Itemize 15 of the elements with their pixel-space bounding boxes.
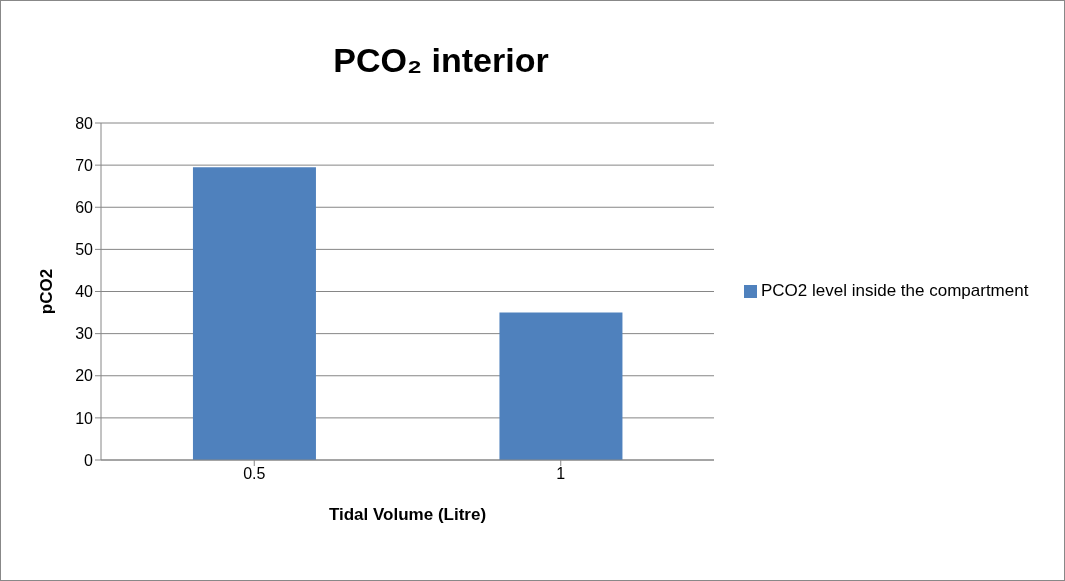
y-tick-label: 50	[75, 241, 94, 259]
chart-title: PCO₂ interior	[332, 41, 550, 80]
y-tick-label: 20	[75, 367, 94, 385]
legend-label: PCO2 level inside the compartment	[761, 280, 1029, 300]
y-tick-label: 80	[75, 114, 94, 132]
y-tick-label: 70	[75, 156, 94, 174]
y-tick-label: 10	[75, 409, 94, 427]
y-axis-title: pCO2	[37, 268, 57, 315]
y-tick-label: 30	[75, 325, 94, 343]
y-tick-label: 60	[75, 198, 94, 216]
x-tick-label: 0.5	[243, 465, 266, 483]
y-tick-label: 0	[84, 451, 94, 469]
y-tick-label: 40	[75, 283, 94, 301]
x-axis-title: Tidal Volume (Litre)	[328, 505, 487, 524]
x-tick-label: 1	[556, 465, 566, 483]
